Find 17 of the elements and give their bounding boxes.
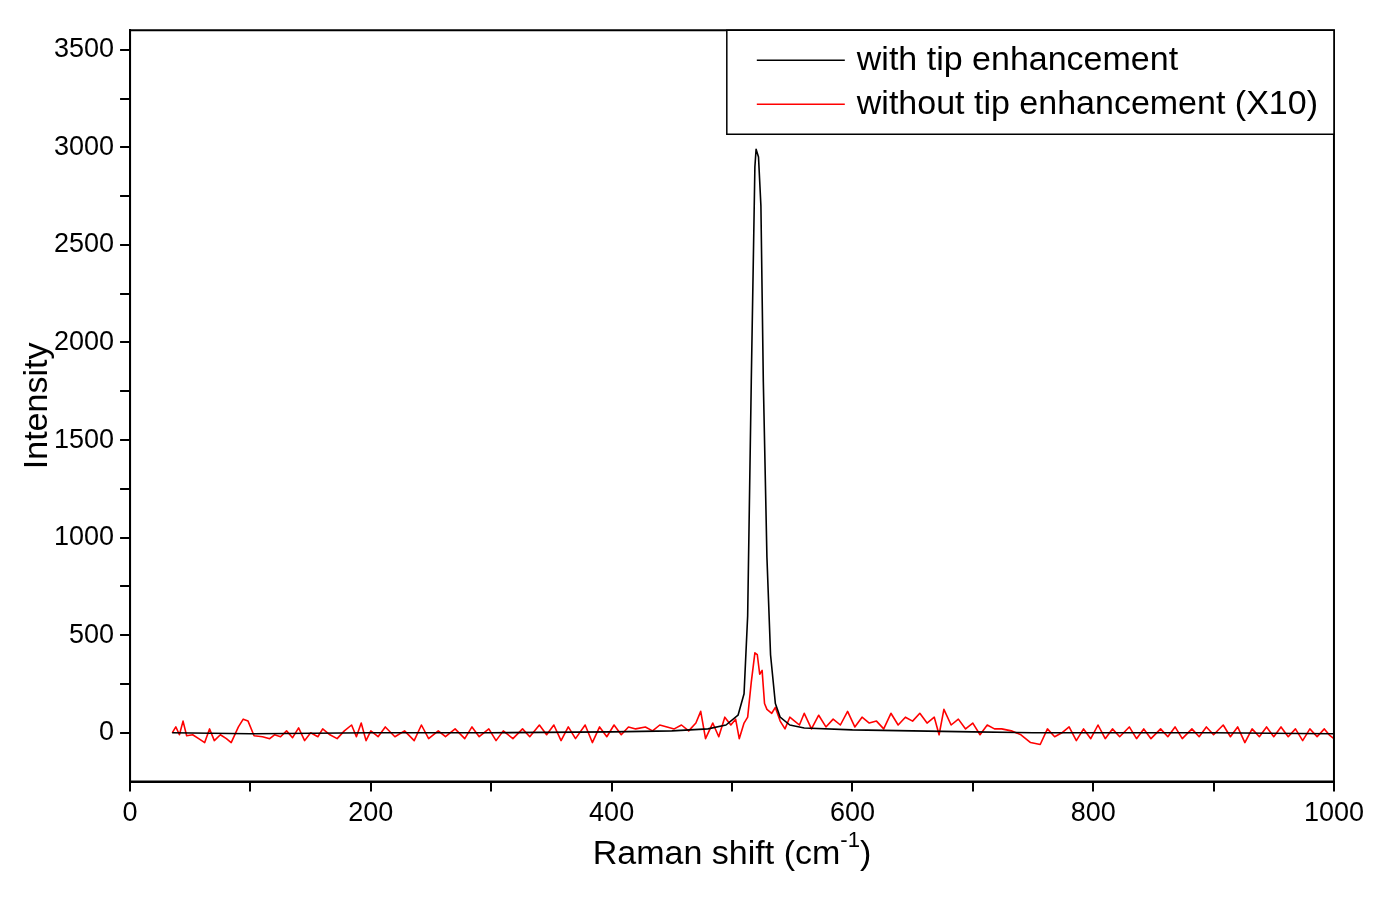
y-tick-label: 500 <box>69 618 115 649</box>
y-axis-title: Intensity <box>16 342 55 470</box>
legend-label: with tip enhancement <box>855 38 1179 77</box>
y-tick-label: 0 <box>99 716 115 747</box>
y-tick-label: 1000 <box>53 521 115 552</box>
y-tick-label: 2000 <box>53 325 115 356</box>
x-tick-label: 400 <box>589 797 635 828</box>
x-tick-label: 0 <box>122 797 138 828</box>
x-tick-label: 600 <box>829 797 875 828</box>
x-tick-label: 800 <box>1070 797 1116 828</box>
x-tick-label: 1000 <box>1303 797 1365 828</box>
legend-label: without tip enhancement (X10) <box>855 82 1318 121</box>
y-tick-label: 2500 <box>53 228 115 259</box>
x-tick-label: 200 <box>348 797 394 828</box>
y-tick-label: 3000 <box>53 130 115 161</box>
y-tick-label: 3500 <box>53 33 115 64</box>
y-tick-label: 1500 <box>53 423 115 454</box>
